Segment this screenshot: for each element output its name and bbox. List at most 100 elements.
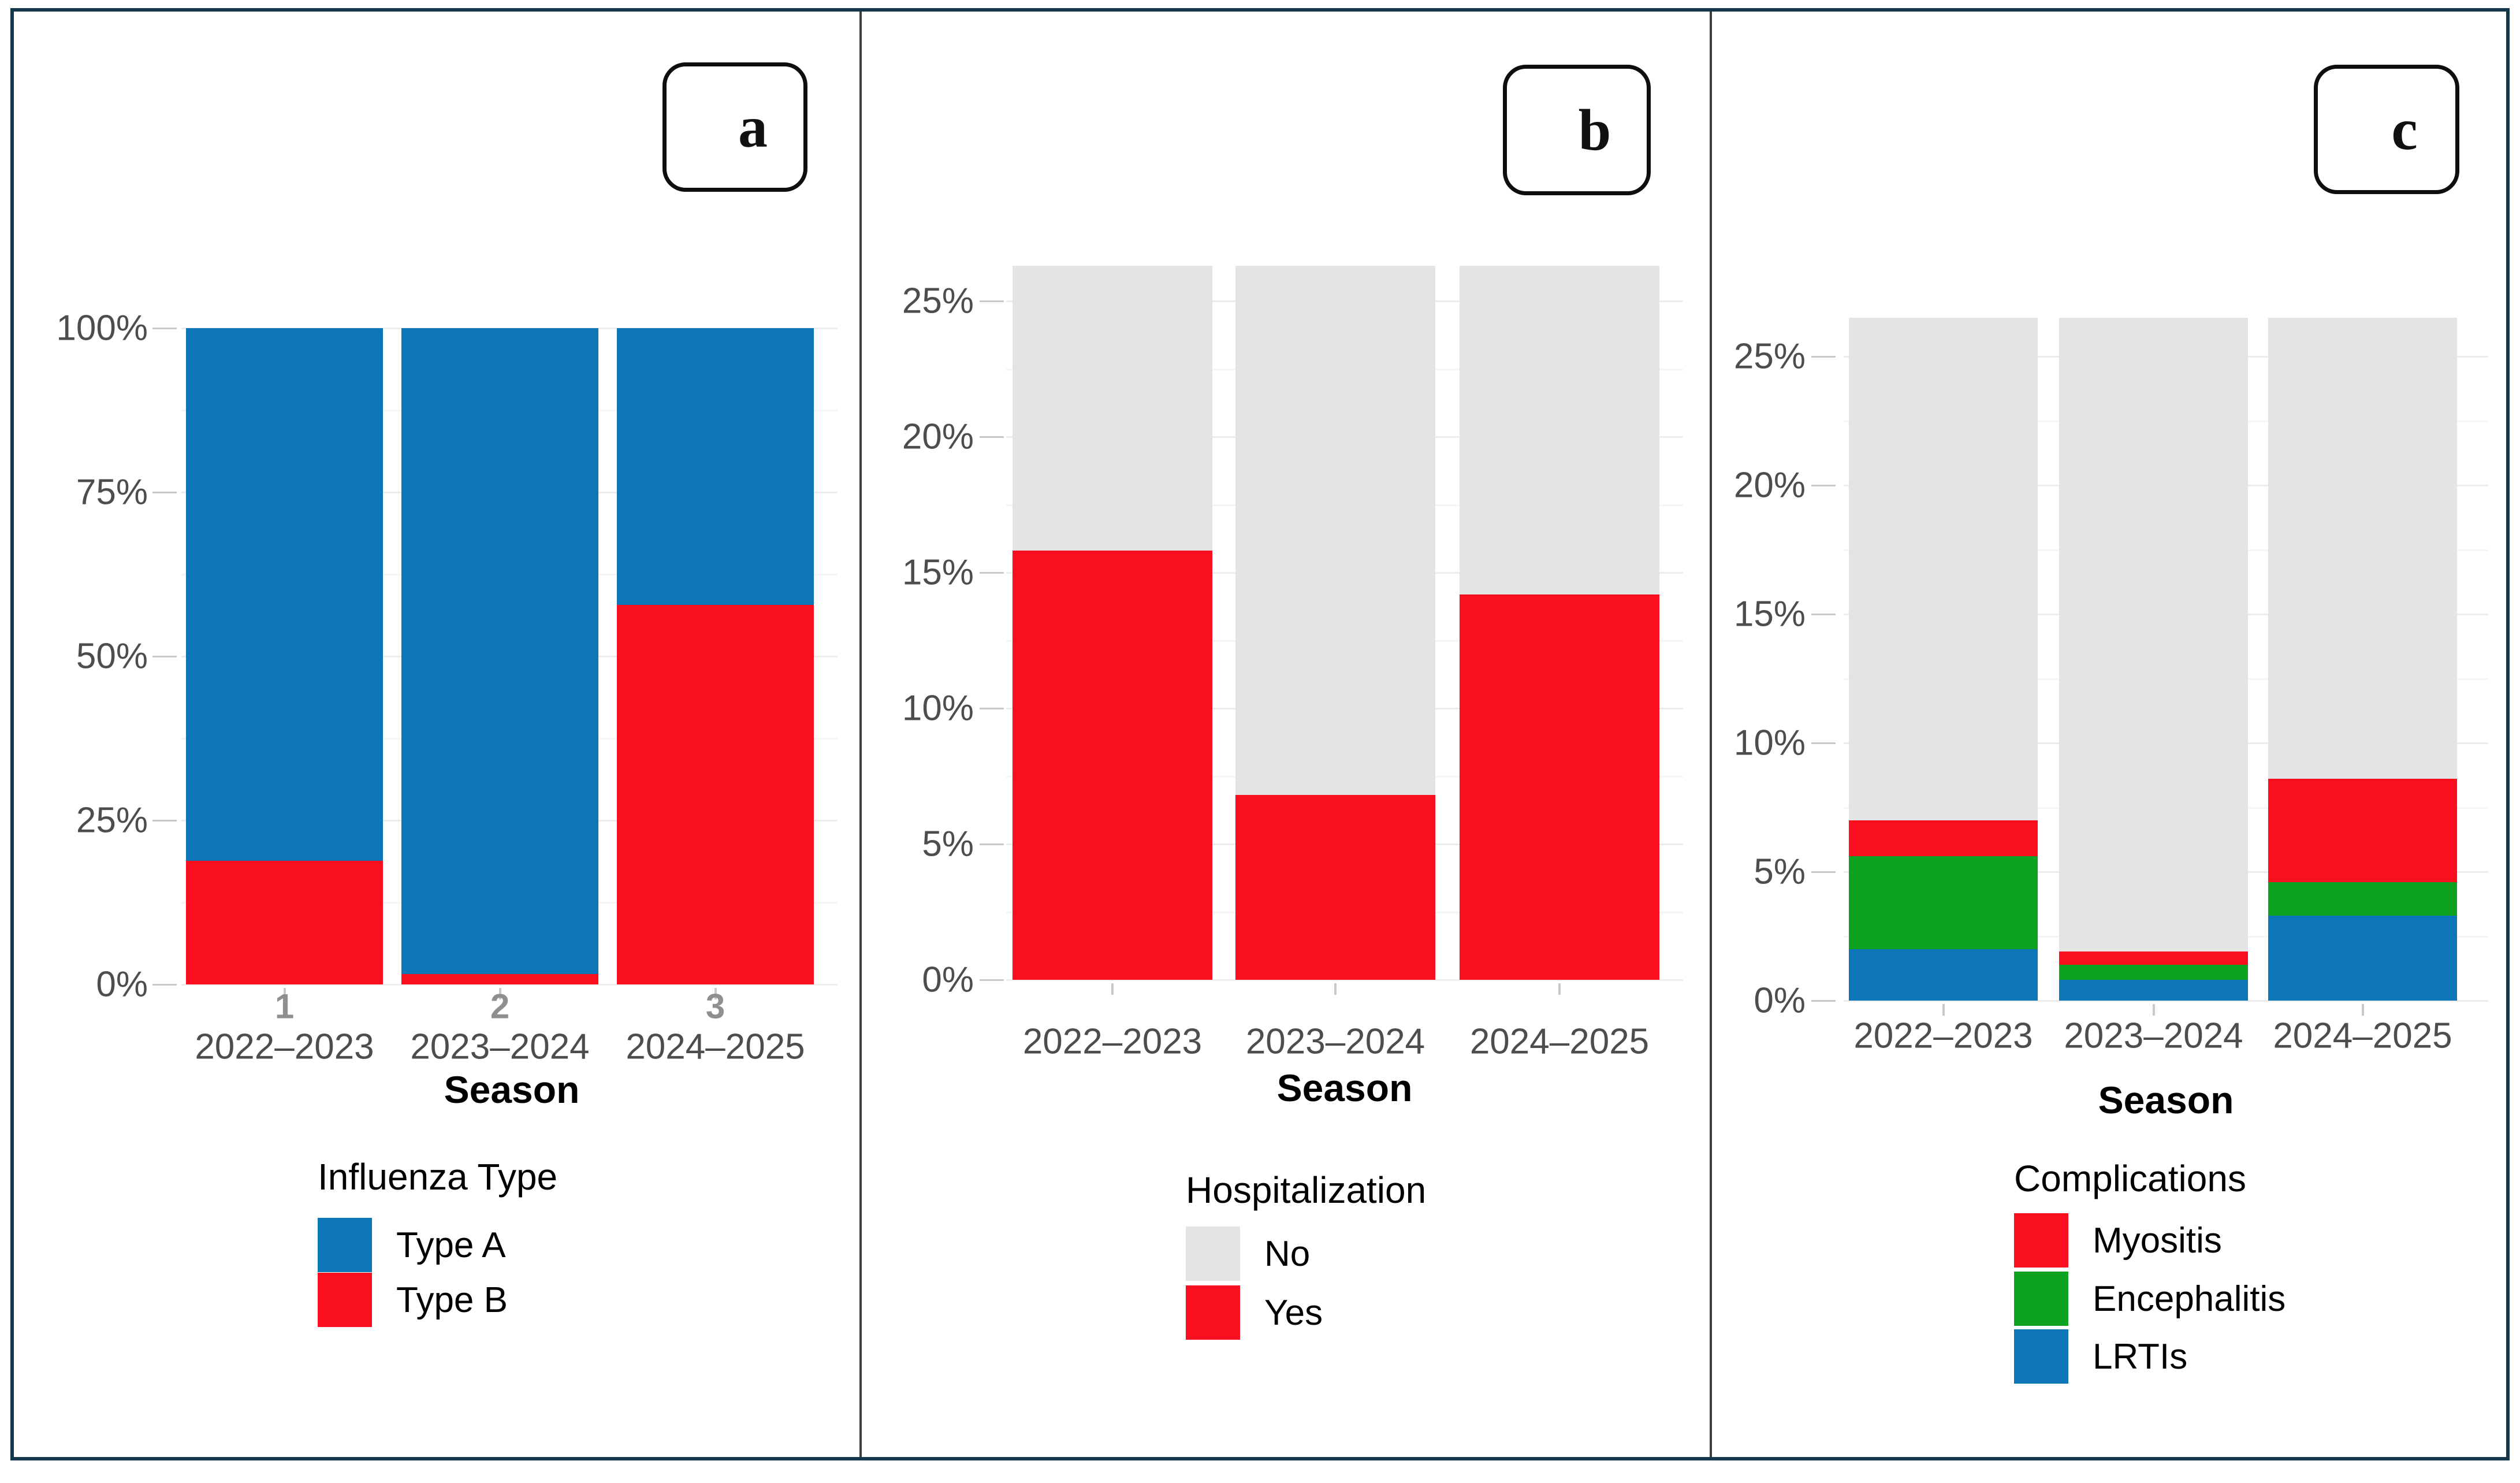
legend-item: Type A [318, 1218, 506, 1272]
x-tick-mark [498, 988, 501, 999]
x-tick-mark [1111, 983, 1114, 995]
bar-segment-encephalitis [2059, 964, 2248, 980]
x-tick-mark [714, 988, 717, 999]
legend-item-label: No [1264, 1233, 1311, 1274]
legend-item: Encephalitis [2014, 1272, 2286, 1326]
bar-segment-type-a [401, 328, 598, 974]
bar-segment-encephalitis [1849, 856, 2038, 949]
y-axis-label: 25% [76, 800, 148, 841]
x-category-label: 2023–2024 [1245, 1021, 1425, 1062]
legend-item: Myositis [2014, 1213, 2222, 1268]
panel-label-box-c: c [2314, 65, 2459, 194]
plot-area: 0% 25% 50% 75% 100% 1 2022–2023 2 2023–2024 3 2024… [14, 12, 858, 1458]
bar-segment-type-b [186, 861, 383, 984]
legend-title: Influenza Type [318, 1156, 558, 1198]
legend-item-label: Type A [396, 1225, 506, 1265]
y-tick-mark [980, 436, 1004, 438]
y-tick-mark [1811, 1000, 1836, 1002]
panel-label-box-a: a [662, 62, 807, 192]
y-tick-mark [152, 984, 177, 986]
y-tick-mark [1811, 485, 1836, 486]
y-tick-mark [1811, 356, 1836, 358]
bar-segment-lrtis [2059, 980, 2248, 1001]
y-axis-label: 20% [1733, 465, 1806, 506]
legend-item: LRTIs [2014, 1329, 2187, 1384]
gridline-major [1844, 1000, 2488, 1002]
panel-letter-c: c [2391, 96, 2418, 162]
x-tick-mark [2361, 1004, 2364, 1016]
bar-segment-type-a [617, 328, 814, 605]
bar-segment-lrtis [1849, 949, 2038, 1001]
x-category-number: 3 [705, 987, 725, 1026]
legend-item-label: LRTIs [2093, 1336, 2188, 1377]
blue-swatch-icon [2014, 1329, 2068, 1384]
x-category-label: 2023–2024 [410, 1027, 590, 1067]
y-axis-label: 5% [922, 824, 974, 864]
y-axis-label: 25% [1733, 336, 1806, 377]
bar-segment-myositis [2059, 952, 2248, 965]
y-tick-mark [152, 328, 177, 329]
red-swatch-icon [318, 1273, 372, 1327]
y-tick-mark [980, 708, 1004, 709]
x-tick-mark [1334, 983, 1337, 995]
y-tick-mark [980, 300, 1004, 302]
y-tick-mark [1811, 742, 1836, 744]
legend-item-label: Type B [396, 1280, 508, 1320]
bar-segment-type-a [186, 328, 383, 861]
bar-segment-no [1013, 265, 1212, 551]
bar-segment-encephalitis [2268, 882, 2457, 916]
y-tick-mark [152, 492, 177, 493]
x-category-label: 2022–2023 [1853, 1016, 2033, 1056]
y-axis-label: 75% [76, 472, 148, 512]
x-tick-mark [283, 988, 286, 999]
x-axis-title: Season [2098, 1079, 2234, 1121]
bar-segment-yes [1013, 551, 1212, 980]
y-axis-label: 10% [902, 688, 974, 729]
x-category-label: 2024–2025 [626, 1027, 805, 1067]
y-tick-mark [1811, 614, 1836, 615]
x-category-label: 2023–2024 [2064, 1016, 2243, 1056]
bar-segment-no [1235, 265, 1435, 796]
panel-letter-a: a [738, 94, 768, 160]
bar-segment-type-b [617, 605, 814, 984]
y-tick-mark [980, 572, 1004, 574]
bar-segment-myositis [1849, 820, 2038, 857]
red-swatch-icon [2014, 1213, 2068, 1268]
y-axis-label: 100% [56, 308, 148, 348]
grey-swatch-icon [1186, 1226, 1240, 1281]
green-swatch-icon [2014, 1272, 2068, 1326]
y-axis-label: 0% [1754, 980, 1806, 1021]
panel-b: 0% 5% 10% 15% 20% 25% 2022–2023 2023–2024 2024–2… [861, 12, 1708, 1458]
y-tick-mark [1811, 871, 1836, 873]
panel-divider-bc [1710, 12, 1712, 1457]
y-axis-label: 20% [902, 417, 974, 457]
blue-swatch-icon [318, 1218, 372, 1272]
bar-segment-remainder [2268, 318, 2457, 779]
plot-area: 0% 5% 10% 15% 20% 25% 2022–2023 2023–2024 2024–2… [861, 12, 1708, 1458]
y-axis-label: 5% [1754, 852, 1806, 892]
bar-segment-remainder [2059, 318, 2248, 952]
bar-segment-yes [1235, 795, 1435, 980]
x-tick-mark [1558, 983, 1561, 995]
x-tick-mark [2152, 1004, 2155, 1016]
y-axis-label: 10% [1733, 723, 1806, 763]
legend-item: Yes [1186, 1285, 1323, 1340]
x-axis-title: Season [1276, 1066, 1413, 1109]
y-axis-label: 15% [902, 552, 974, 593]
x-tick-mark [1942, 1004, 1945, 1016]
panel-a: 0% 25% 50% 75% 100% 1 2022–2023 2 2023–2024 3 2024… [14, 12, 858, 1458]
x-category-label: 2024–2025 [2273, 1016, 2452, 1056]
x-category-number: 1 [274, 987, 295, 1026]
y-tick-mark [980, 979, 1004, 981]
panel-label-box-b: b [1503, 65, 1651, 195]
legend-item-label: Myositis [2093, 1220, 2222, 1261]
y-tick-mark [980, 843, 1004, 845]
legend-item-label: Yes [1264, 1292, 1323, 1333]
y-axis-label: 50% [76, 636, 148, 677]
x-category-label: 2022–2023 [195, 1027, 374, 1067]
panel-letter-b: b [1578, 97, 1611, 163]
bar-segment-remainder [1849, 318, 2038, 820]
gridline-major [181, 984, 837, 986]
bar-segment-no [1460, 265, 1659, 594]
